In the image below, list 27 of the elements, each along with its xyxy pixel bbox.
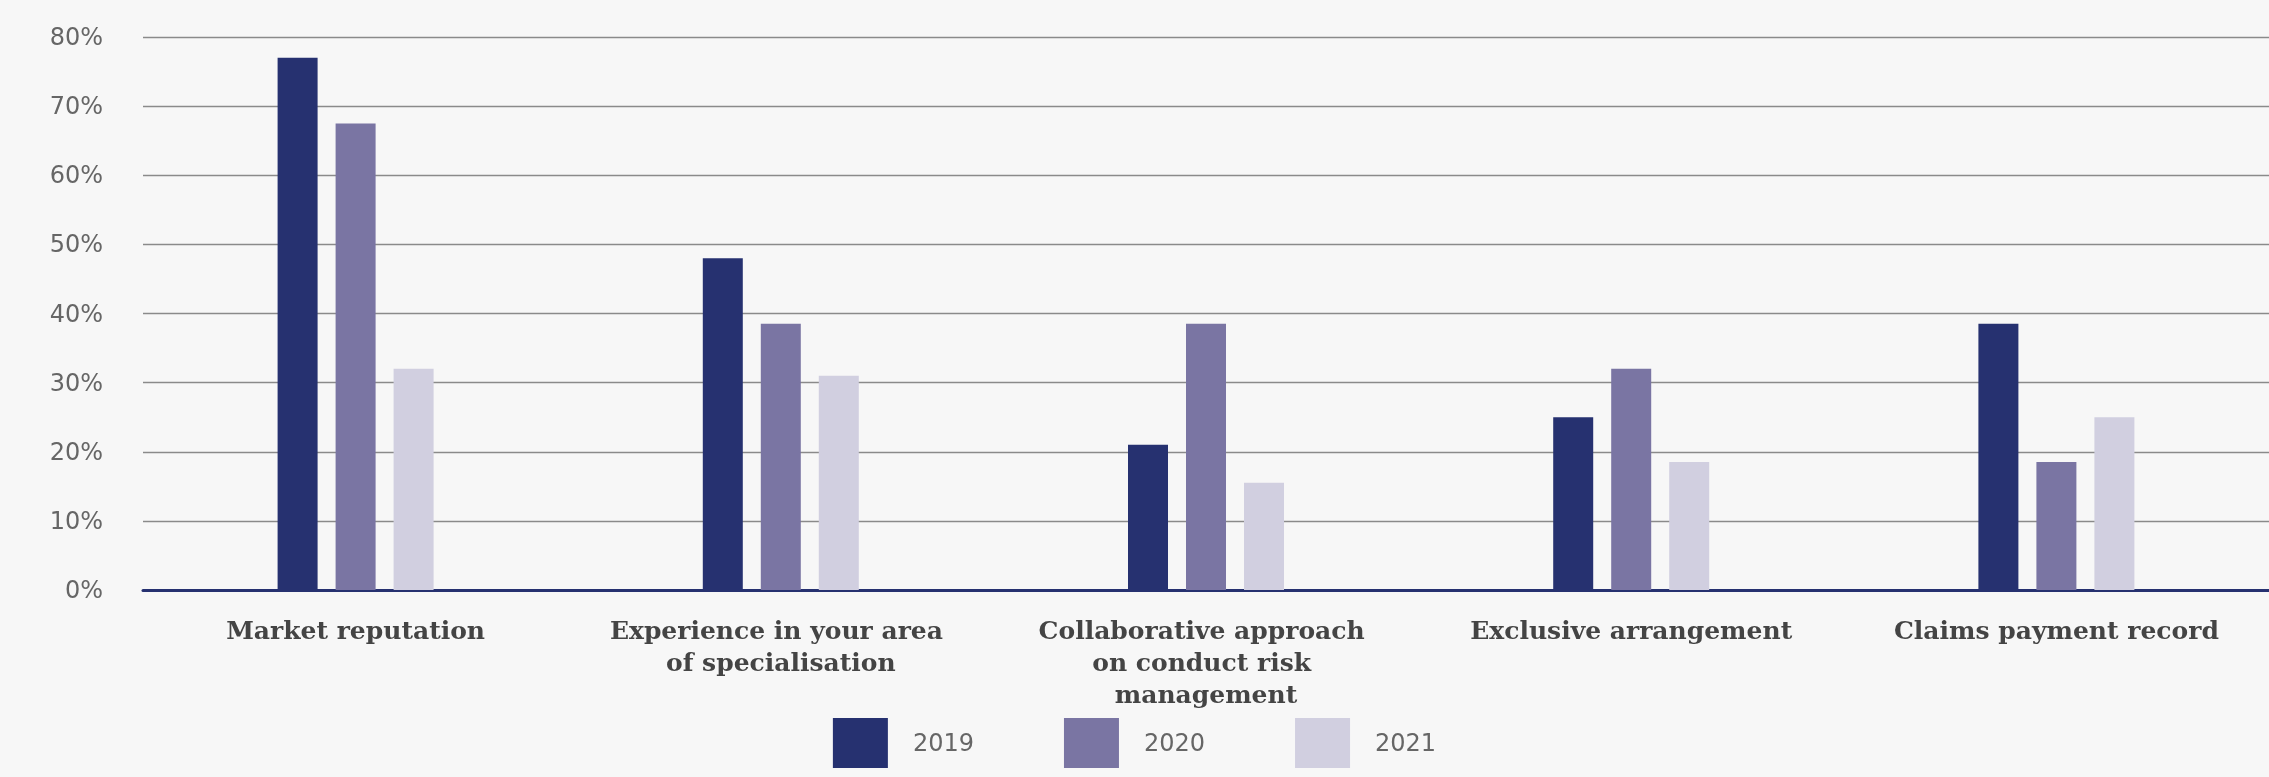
y-tick-label: 50% bbox=[49, 230, 103, 259]
bar bbox=[760, 323, 801, 590]
bar bbox=[1244, 482, 1284, 590]
x-tick-label: Market reputation bbox=[226, 615, 486, 645]
y-tick-label: 80% bbox=[49, 23, 103, 51]
y-tick-label: 10% bbox=[49, 506, 103, 535]
bar bbox=[818, 375, 859, 590]
legend-label: 2021 bbox=[1375, 729, 1437, 757]
bar bbox=[1611, 368, 1652, 590]
bar bbox=[2036, 462, 2077, 590]
y-tick-label: 20% bbox=[49, 437, 103, 466]
x-tick-label: Exclusive arrangement bbox=[1470, 615, 1793, 645]
bar bbox=[393, 368, 434, 590]
bar bbox=[1186, 323, 1226, 590]
y-tick-label: 0% bbox=[64, 576, 103, 604]
y-tick-label: 40% bbox=[49, 299, 103, 328]
x-tick-label: Claims payment record bbox=[1893, 615, 2219, 645]
x-tick-label: Collaborative approach on conduct risk management bbox=[1038, 615, 1374, 709]
y-tick-label: 70% bbox=[49, 92, 103, 121]
bar bbox=[335, 123, 376, 590]
bar bbox=[1669, 462, 1710, 590]
bar bbox=[2094, 417, 2135, 590]
y-tick-label: 30% bbox=[49, 368, 103, 397]
legend-label: 2019 bbox=[912, 729, 974, 757]
x-tick-label: Experience in your area of specialisation bbox=[609, 615, 952, 677]
legend-label: 2020 bbox=[1143, 729, 1206, 757]
y-tick-label: 60% bbox=[49, 161, 103, 190]
